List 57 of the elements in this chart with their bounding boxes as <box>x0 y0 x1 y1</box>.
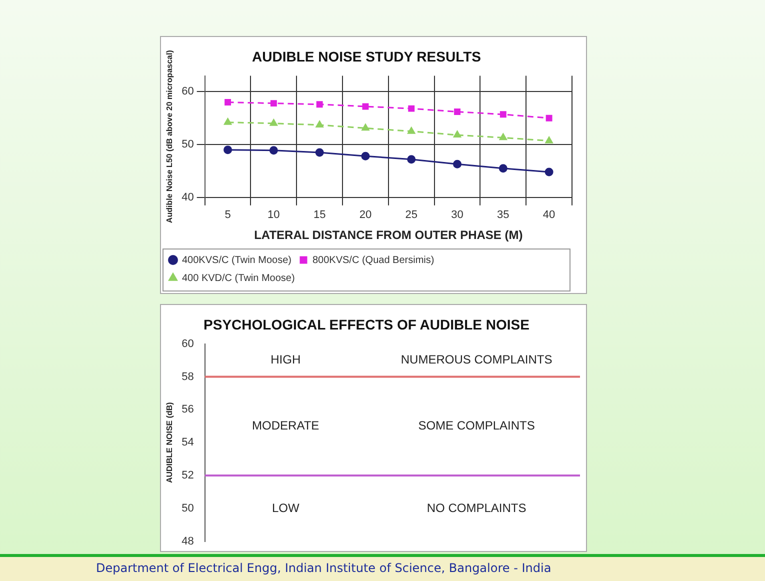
point <box>315 148 324 157</box>
x-tick-label: 15 <box>313 209 326 222</box>
point <box>453 160 462 168</box>
point <box>269 146 278 155</box>
y-tick-label: 48 <box>182 535 194 548</box>
annotation: NO COMPLAINTS <box>426 500 526 515</box>
point <box>407 155 416 164</box>
legend-label: 800KVS/C (Quad Bersimis) <box>312 254 434 266</box>
x-axis-title: LATERAL DISTANCE FROM OUTER PHASE (M) <box>254 228 523 242</box>
annotation: MODERATE <box>252 418 320 432</box>
legend-label: 400 KVD/C (Twin Moose) <box>182 272 295 284</box>
point <box>544 168 554 176</box>
point <box>224 99 232 106</box>
annotation: NUMEROUS COMPLAINTS <box>400 352 552 367</box>
point <box>408 127 416 134</box>
point <box>500 111 506 118</box>
point <box>316 101 323 108</box>
point <box>546 114 552 122</box>
y-tick-label: 56 <box>182 404 194 416</box>
y-axis-title: Audible Noise L50 (dB above 20 micropascal) <box>165 50 174 224</box>
point <box>270 119 278 126</box>
chart-title: AUDIBLE NOISE STUDY RESULTS <box>252 48 481 64</box>
point <box>362 103 369 110</box>
point <box>270 100 277 107</box>
point <box>224 118 232 125</box>
point <box>362 124 370 131</box>
x-tick-label: 10 <box>268 209 280 222</box>
legend-label: 400KVS/C (Twin Moose) <box>182 254 292 266</box>
y-tick-label: 60 <box>182 338 194 350</box>
point <box>545 136 553 144</box>
point <box>453 130 462 138</box>
point <box>498 164 508 173</box>
x-tick-label: 30 <box>451 209 464 222</box>
y-tick-label: 60 <box>182 86 194 98</box>
annotation: LOW <box>272 500 300 515</box>
x-tick-label: 20 <box>359 209 372 222</box>
x-tick-label: 5 <box>224 209 231 222</box>
y-tick-label: 50 <box>182 138 194 151</box>
y-tick-label: 50 <box>182 502 194 514</box>
annotation: HIGH <box>270 352 301 367</box>
point <box>408 105 415 112</box>
point <box>499 133 507 140</box>
y-tick-label: 58 <box>182 370 194 383</box>
x-tick-label: 35 <box>497 209 510 222</box>
chart-title: PSYCHOLOGICAL EFFECTS OF AUDIBLE NOISE <box>204 316 530 332</box>
y-tick-label: 40 <box>182 191 194 204</box>
point <box>316 120 324 128</box>
x-tick-label: 40 <box>542 209 556 222</box>
point <box>454 108 460 115</box>
x-tick-label: 25 <box>405 209 418 222</box>
y-tick-label: 52 <box>182 470 194 482</box>
y-axis-title: AUDIBLE NOISE (dB) <box>165 402 174 484</box>
y-tick-label: 54 <box>182 436 194 449</box>
text: Department of Electrical Engg, Indian Institute of Science, Bangalore - India <box>96 561 552 575</box>
point <box>361 152 370 160</box>
point <box>224 146 232 154</box>
annotation: SOME COMPLAINTS <box>418 418 535 432</box>
